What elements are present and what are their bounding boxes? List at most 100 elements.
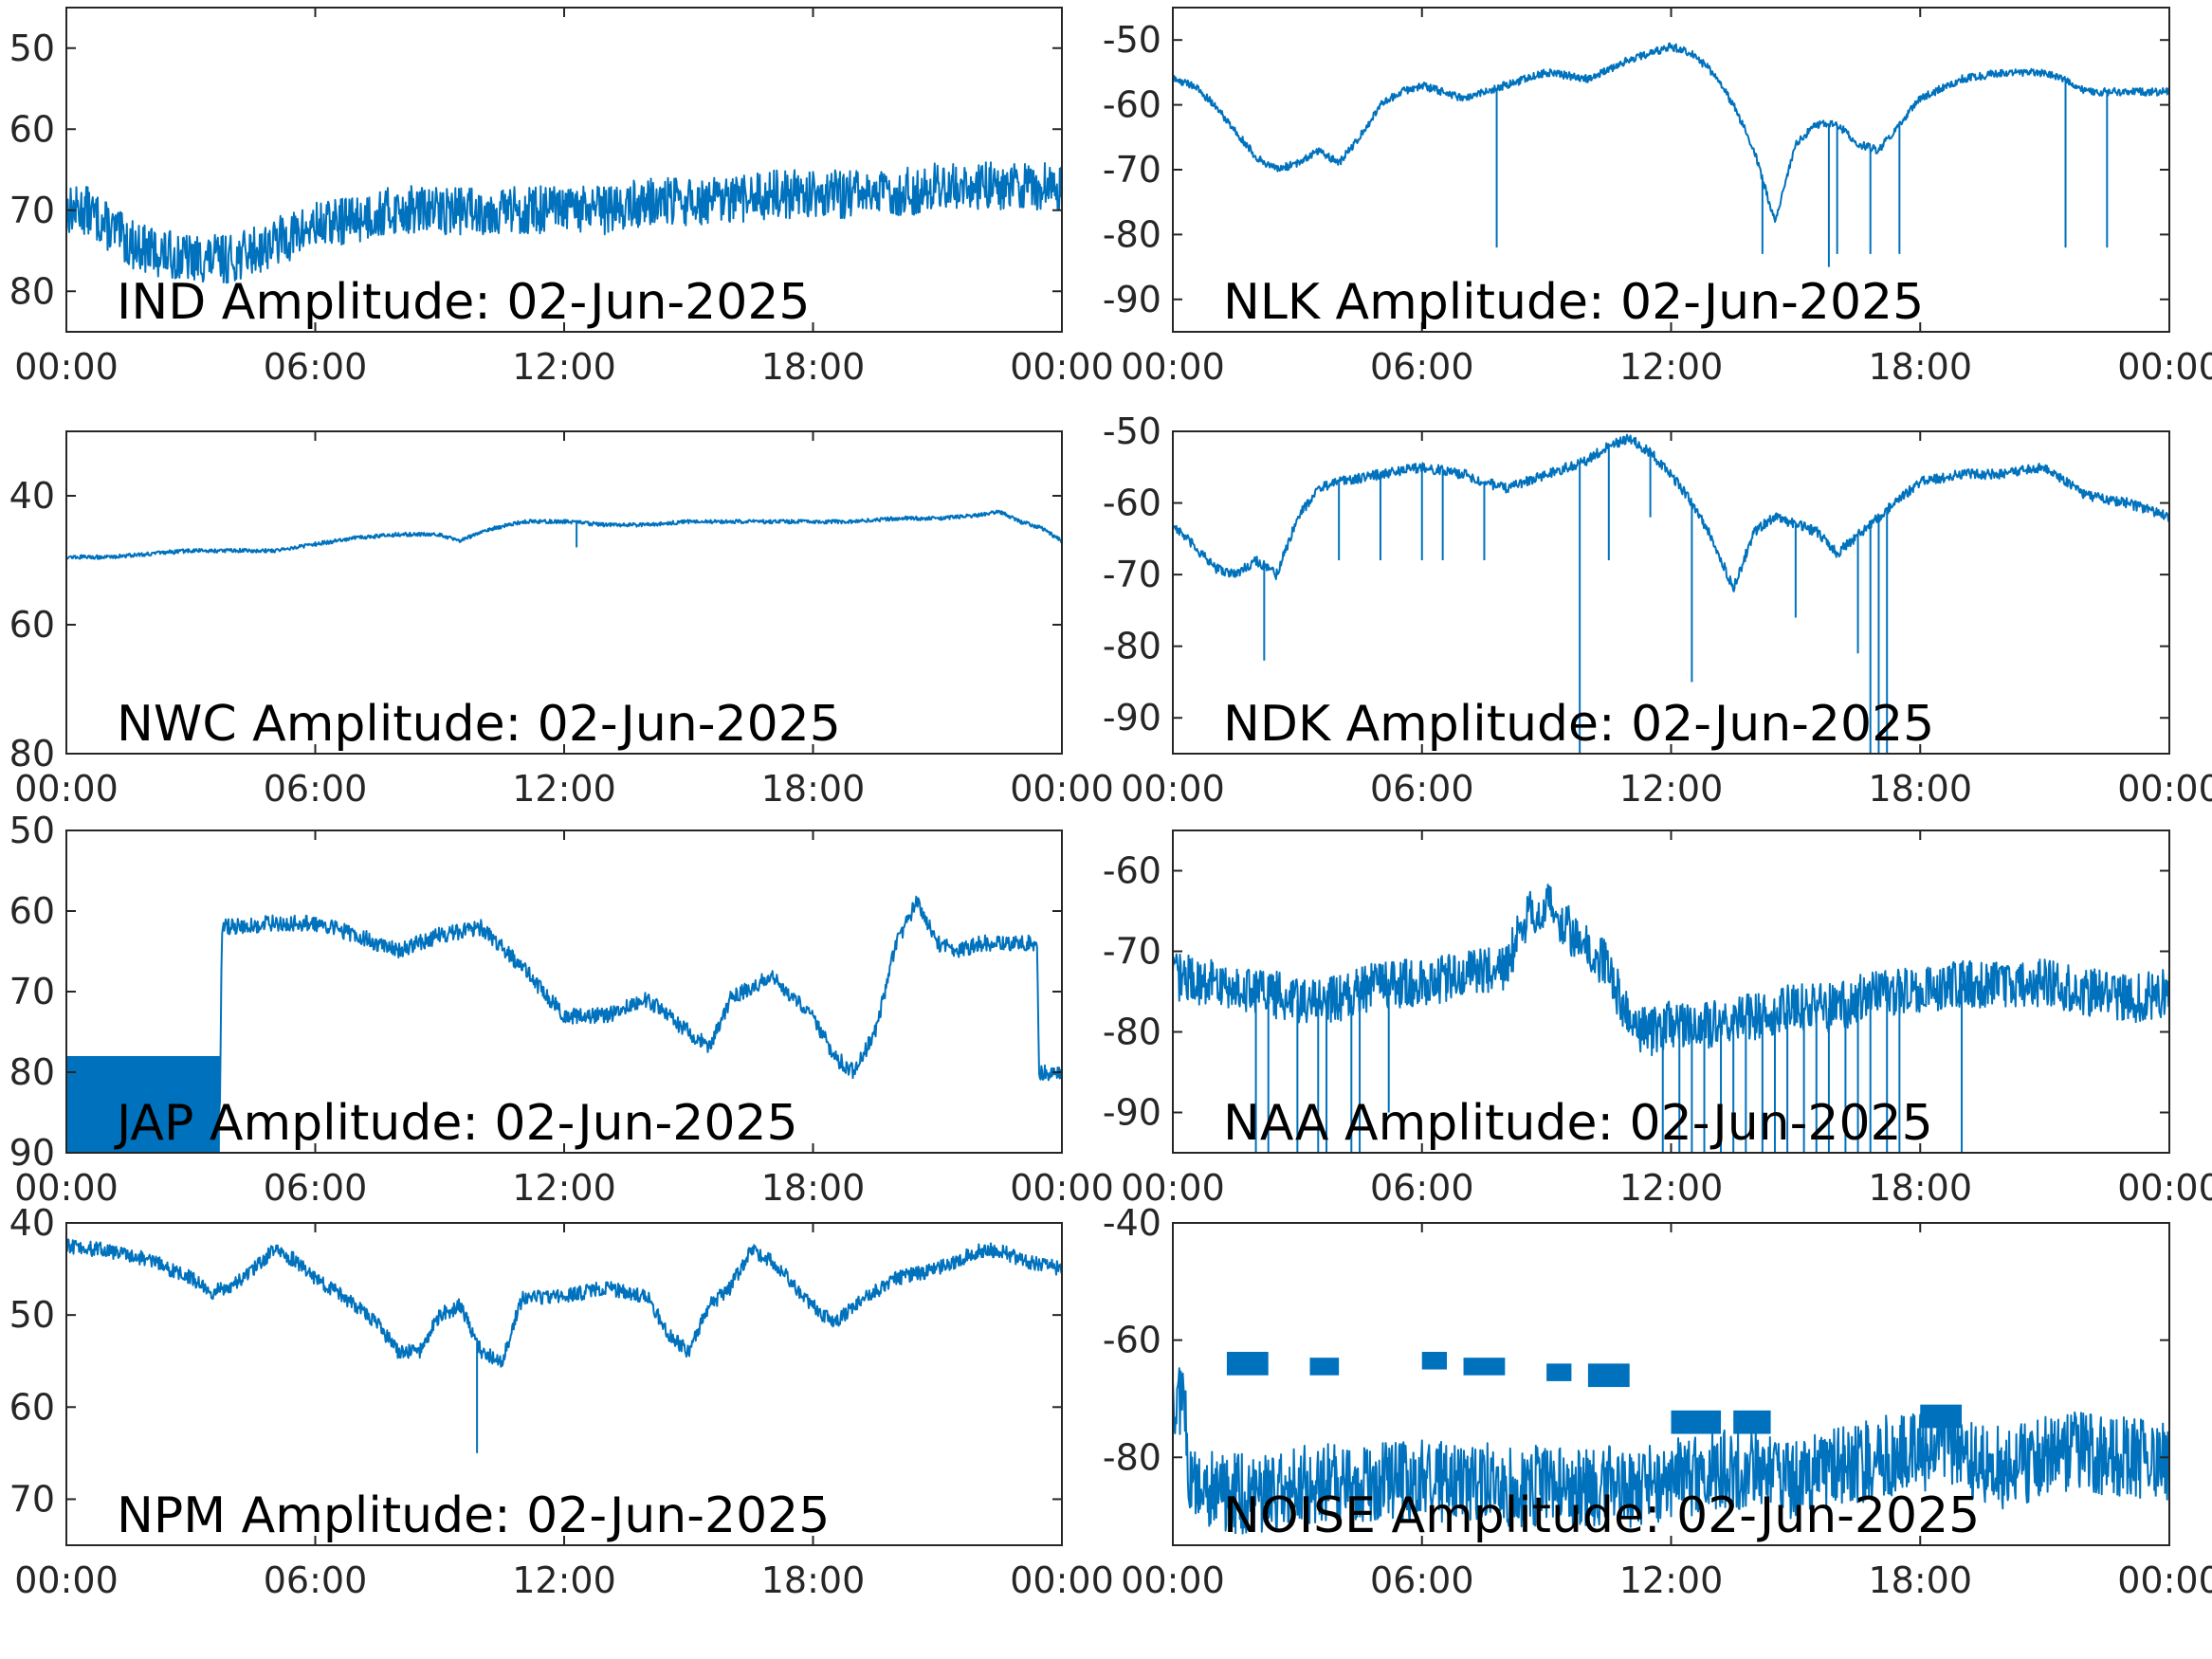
x-tick-label: 00:00 [1121, 346, 1225, 388]
y-tick-label: -90 [1103, 697, 1161, 738]
y-tick-label: -80 [1103, 1436, 1161, 1478]
amplitude-series [1173, 42, 2169, 223]
x-tick-label: 18:00 [1868, 1559, 1972, 1601]
panel-8: 00:00 06:00 12:00 18:00 00:00 -40 -60 -80 NOISE … [1103, 1202, 2212, 1601]
y-tick-label: 70 [9, 190, 55, 231]
y-tick-label: 60 [9, 1386, 55, 1428]
x-tick-label: 00:00 [2117, 768, 2212, 810]
panel-6: 00:00 06:00 12:00 18:00 00:00 -60 -70 -80 -90 NAA… [1103, 830, 2212, 1209]
amplitude-series [1173, 884, 2169, 1057]
amplitude-series [66, 895, 1062, 1114]
panel-title: IND Amplitude: 02-Jun-2025 [117, 274, 811, 331]
y-tick-label: -50 [1103, 410, 1161, 452]
panel-4: 00:00 06:00 12:00 18:00 00:00 -50 -60 -70 -80 -90… [1103, 410, 2212, 810]
panel-title: NAA Amplitude: 02-Jun-2025 [1223, 1095, 1933, 1152]
x-tick-label: 00:00 [1010, 768, 1114, 810]
y-tick-label: 90 [9, 1132, 55, 1174]
y-tick-label: 60 [9, 890, 55, 932]
noise-band-3 [1463, 1358, 1506, 1376]
y-tick-label: 80 [9, 270, 55, 312]
panel-7: 00:00 06:00 12:00 18:00 00:00 40 50 60 70 NPM Amp… [9, 1202, 1114, 1601]
x-tick-label: 06:00 [1370, 768, 1474, 810]
x-tick-label: 00:00 [1010, 1167, 1114, 1209]
x-tick-label: 00:00 [1010, 1559, 1114, 1601]
panel-title: JAP Amplitude: 02-Jun-2025 [114, 1095, 798, 1152]
y-tick-label: -50 [1103, 19, 1161, 61]
amplitude-series [1173, 1367, 2169, 1535]
amplitude-series [1173, 433, 2169, 592]
plot-area [66, 509, 1062, 560]
x-tick-label: 12:00 [1619, 346, 1724, 388]
panel-3: 00:00 06:00 12:00 18:00 00:00 40 60 80 NWC Ampli… [9, 430, 1114, 810]
x-tick-label: 18:00 [761, 768, 866, 810]
y-tick-label: -80 [1103, 1012, 1161, 1053]
x-tick-label: 00:00 [14, 346, 119, 388]
y-tick-label: -40 [1103, 1202, 1161, 1244]
x-tick-label: 00:00 [1121, 768, 1225, 810]
noise-band-2 [1421, 1352, 1448, 1370]
plot-area [66, 1238, 1062, 1453]
noise-band-0 [1226, 1352, 1269, 1376]
x-tick-label: 06:00 [264, 346, 368, 388]
panel-title: NOISE Amplitude: 02-Jun-2025 [1223, 1487, 1980, 1544]
panel-title: NWC Amplitude: 02-Jun-2025 [117, 696, 841, 753]
noise-band-6 [1671, 1410, 1722, 1434]
x-tick-label: 18:00 [1868, 346, 1972, 388]
y-tick-label: -60 [1103, 1320, 1161, 1361]
y-tick-label: 80 [9, 733, 55, 775]
plot-area [66, 895, 1062, 1153]
noise-band-7 [1733, 1410, 1771, 1434]
x-tick-label: 00:00 [1121, 1559, 1225, 1601]
y-tick-label: 40 [9, 1202, 55, 1244]
y-tick-label: 50 [9, 1294, 55, 1336]
y-tick-label: -80 [1103, 213, 1161, 255]
y-tick-label: 60 [9, 604, 55, 646]
noise-band-1 [1309, 1358, 1340, 1376]
y-tick-label: -80 [1103, 626, 1161, 667]
x-tick-label: 00:00 [1010, 346, 1114, 388]
x-tick-label: 12:00 [1619, 1559, 1724, 1601]
x-tick-label: 18:00 [761, 1559, 866, 1601]
y-tick-label: -70 [1103, 931, 1161, 973]
y-tick-label: -70 [1103, 149, 1161, 191]
x-tick-label: 06:00 [1370, 1559, 1474, 1601]
panel-2: 00:00 06:00 12:00 18:00 00:00 -50 -60 -70 -80 -90… [1103, 7, 2212, 388]
y-tick-label: 70 [9, 1478, 55, 1520]
panel-title: NLK Amplitude: 02-Jun-2025 [1223, 274, 1924, 331]
x-tick-label: 00:00 [2117, 346, 2212, 388]
x-tick-label: 06:00 [264, 1167, 368, 1209]
y-tick-label: -60 [1103, 850, 1161, 892]
x-tick-label: 12:00 [1619, 768, 1724, 810]
plot-area [1173, 433, 2169, 754]
y-tick-label: 60 [9, 108, 55, 150]
y-tick-label: -60 [1103, 84, 1161, 126]
panel-1: 00:00 06:00 12:00 18:00 00:00 50 60 70 80 IND Amp… [9, 7, 1114, 388]
x-tick-label: 06:00 [264, 1559, 368, 1601]
amplitude-series [66, 161, 1062, 284]
x-tick-label: 18:00 [761, 346, 866, 388]
y-tick-label: 70 [9, 971, 55, 1012]
x-tick-label: 18:00 [1868, 1167, 1972, 1209]
x-tick-label: 00:00 [14, 1559, 119, 1601]
y-tick-label: -70 [1103, 554, 1161, 595]
plot-area [66, 161, 1062, 284]
noise-band-5 [1587, 1363, 1630, 1388]
y-tick-label: 40 [9, 475, 55, 517]
x-tick-label: 18:00 [1868, 768, 1972, 810]
y-tick-label: 80 [9, 1051, 55, 1093]
y-tick-label: -90 [1103, 279, 1161, 320]
y-tick-label: 50 [9, 27, 55, 69]
x-tick-label: 00:00 [2117, 1559, 2212, 1601]
x-tick-label: 00:00 [1121, 1167, 1225, 1209]
x-tick-label: 12:00 [512, 346, 616, 388]
panel-5: 00:00 06:00 12:00 18:00 00:00 50 60 70 80 90 JAP A… [9, 810, 1114, 1209]
x-tick-label: 00:00 [14, 768, 119, 810]
x-tick-label: 06:00 [1370, 1167, 1474, 1209]
x-tick-label: 00:00 [14, 1167, 119, 1209]
x-tick-label: 12:00 [512, 1559, 616, 1601]
y-tick-label: -60 [1103, 483, 1161, 524]
noise-band-4 [1546, 1363, 1572, 1381]
panel-title: NDK Amplitude: 02-Jun-2025 [1223, 696, 1934, 753]
panel-title: NPM Amplitude: 02-Jun-2025 [117, 1487, 830, 1544]
